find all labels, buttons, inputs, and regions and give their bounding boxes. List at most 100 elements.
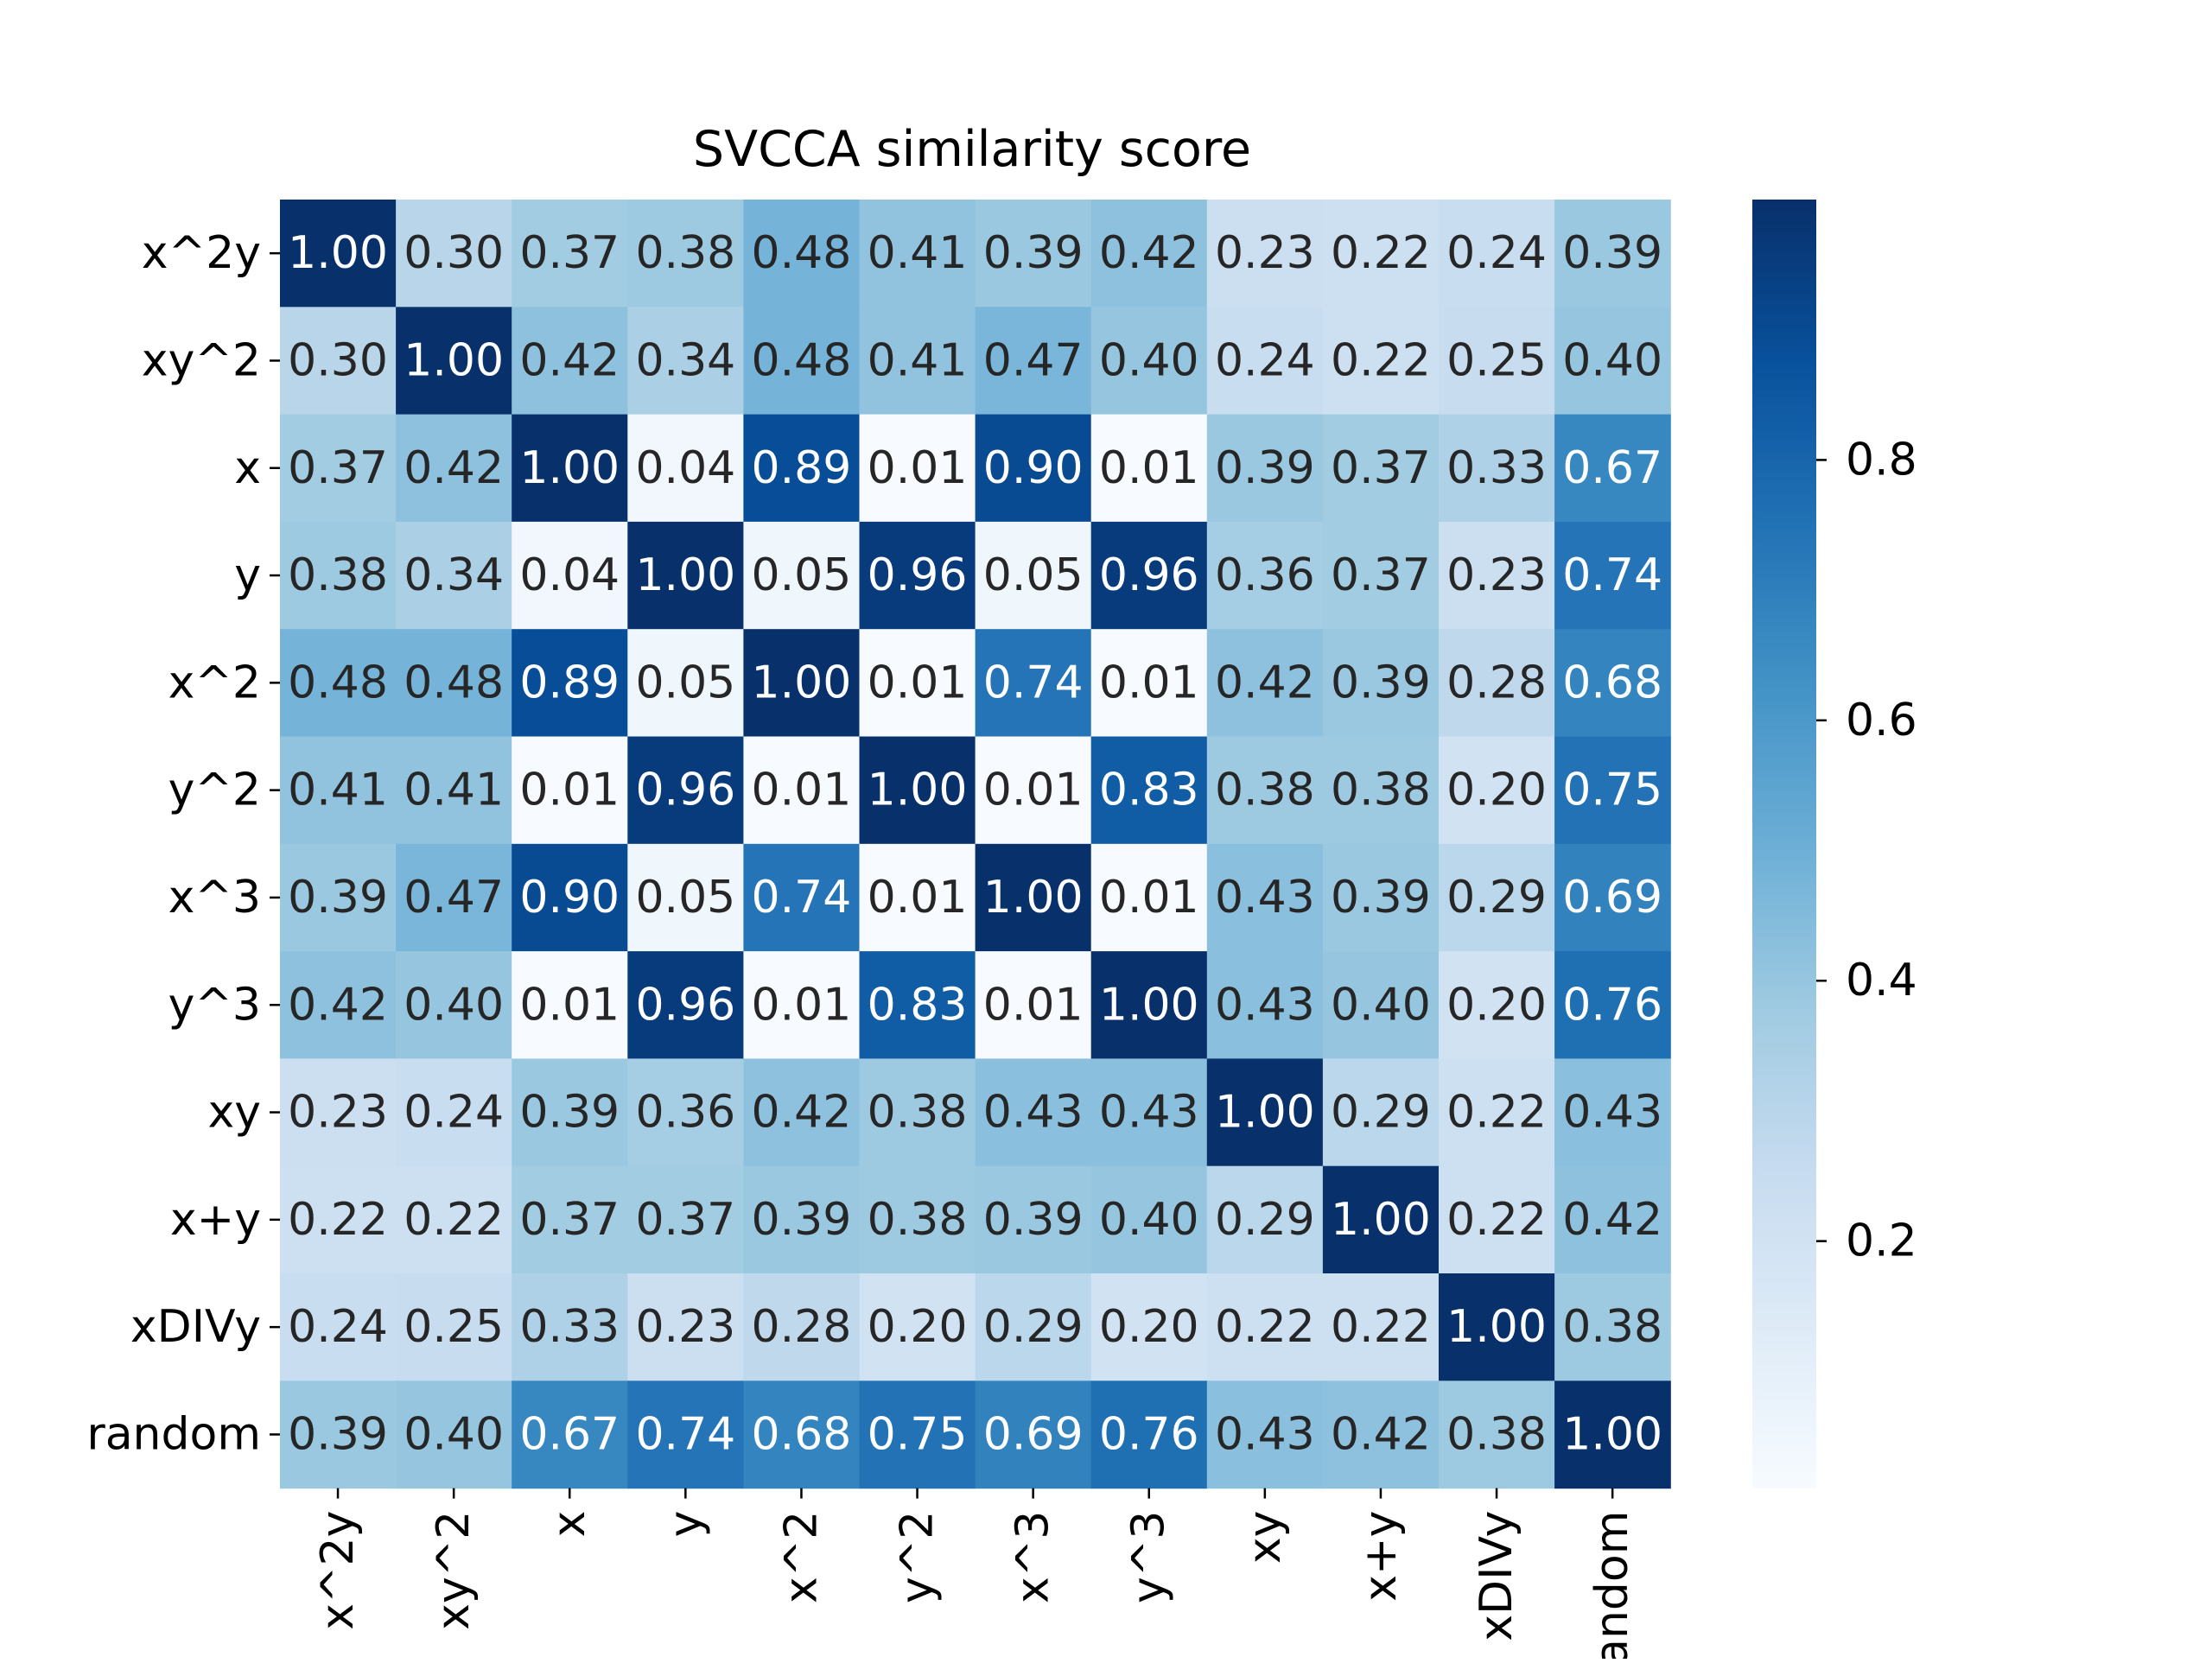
cell-value-label: 0.89 [752,442,852,494]
heatmap-cell [396,736,512,845]
y-tick-label: xDIVy [130,1301,261,1353]
heatmap-cell [396,629,512,738]
cell-value-label: 0.69 [1562,872,1662,924]
cell-value-label: 0.67 [1562,442,1662,494]
heatmap-cell [1322,1381,1440,1489]
y-tick-label: random [86,1408,261,1460]
cell-value-label: 1.00 [288,227,388,279]
heatmap-cell [975,1273,1092,1381]
cell-value-label: 0.74 [752,872,852,924]
heatmap-cell [1090,736,1208,845]
cell-value-label: 0.40 [404,1408,504,1460]
heatmap-cell [743,951,861,1059]
heatmap-cell [1090,629,1208,738]
cell-value-label: 0.20 [868,1301,968,1353]
heatmap-cell [280,1058,397,1167]
cell-value-label: 1.00 [868,765,968,816]
heatmap-cell [859,629,976,738]
heatmap-cell [859,843,976,952]
cell-value-label: 0.38 [288,549,388,601]
cell-value-label: 0.41 [868,227,968,279]
cell-value-label: 0.30 [404,227,504,279]
cell-value-label: 0.90 [983,442,1084,494]
heatmap-cell [1554,1058,1671,1167]
cell-value-label: 0.39 [288,872,388,924]
cell-value-label: 0.38 [1562,1301,1662,1353]
heatmap-cell [627,414,744,523]
cell-value-label: 0.22 [1331,1301,1431,1353]
cell-value-label: 0.42 [752,1087,852,1139]
cell-value-label: 0.75 [1562,765,1662,816]
colorbar-gradient [1752,200,1816,1488]
heatmap-cell [1439,521,1555,630]
cell-value-label: 0.40 [404,979,504,1031]
cell-value-label: 0.01 [983,979,1084,1031]
colorbar-tick-label: 0.2 [1846,1216,1917,1267]
heatmap-cell [627,1058,744,1167]
heatmap-cell [627,736,744,845]
colorbar-tick-label: 0.6 [1846,695,1917,746]
cell-value-label: 0.34 [404,549,504,601]
x-tick-label: x^2 [775,1511,827,1603]
cell-value-label: 0.41 [404,765,504,816]
cell-value-label: 0.01 [752,765,852,816]
cell-value-label: 0.67 [519,1408,620,1460]
heatmap-cell [396,200,512,308]
cell-value-label: 0.39 [519,1087,620,1139]
heatmap-cell [1554,414,1671,523]
heatmap-cell [975,736,1092,845]
y-tick-label: y^2 [168,765,261,816]
cell-value-label: 0.25 [404,1301,504,1353]
heatmap-cell [512,414,628,523]
heatmap-cell [280,951,397,1059]
heatmap-cell [975,951,1092,1059]
cell-value-label: 0.96 [635,765,735,816]
heatmap-cell [1439,200,1555,308]
cell-value-label: 0.48 [288,657,388,708]
cell-value-label: 1.00 [1562,1408,1662,1460]
cell-value-label: 0.22 [1331,334,1431,386]
cell-value-label: 0.04 [635,442,735,494]
y-tick-label: x [234,442,261,494]
heatmap-cell [1090,307,1208,416]
heatmap-cell [1439,307,1555,416]
cell-value-label: 0.37 [635,1194,735,1246]
heatmap-cell [1090,521,1208,630]
heatmap-cell [512,736,628,845]
cell-value-label: 0.42 [404,442,504,494]
cell-value-label: 0.05 [752,549,852,601]
heatmap-cell [1439,736,1555,845]
cell-value-label: 0.41 [868,334,968,386]
heatmap-cell [1322,843,1440,952]
chart-title: SVCCA similarity score [693,121,1251,178]
cell-value-label: 0.23 [1446,549,1547,601]
y-tick-label: x+y [170,1194,261,1246]
y-tick-label: y [234,549,261,601]
heatmap-cell [1090,1165,1208,1274]
cell-value-label: 0.36 [1215,549,1315,601]
cell-value-label: 0.38 [868,1194,968,1246]
heatmap-cell [1322,1273,1440,1381]
heatmap-cell [512,1058,628,1167]
heatmap-cell [627,1381,744,1489]
heatmap-cell [1554,200,1671,308]
cell-value-label: 0.23 [635,1301,735,1353]
cell-value-label: 0.33 [1446,442,1547,494]
heatmap-cell [1439,951,1555,1059]
cell-value-label: 0.39 [1331,872,1431,924]
cell-value-label: 0.38 [1215,765,1315,816]
cell-value-label: 0.23 [288,1087,388,1139]
cell-value-label: 0.01 [983,765,1084,816]
cell-value-label: 1.00 [1331,1194,1431,1246]
cell-value-label: 0.24 [1446,227,1547,279]
heatmap-cell [1322,307,1440,416]
heatmap-cell [1206,1273,1324,1381]
cell-value-label: 0.39 [983,227,1084,279]
x-tick-label: x^3 [1007,1511,1059,1603]
heatmap-cell [1554,1381,1671,1489]
heatmap-cell [1322,1165,1440,1274]
heatmap-cell [1090,1058,1208,1167]
heatmap-cell [1439,629,1555,738]
